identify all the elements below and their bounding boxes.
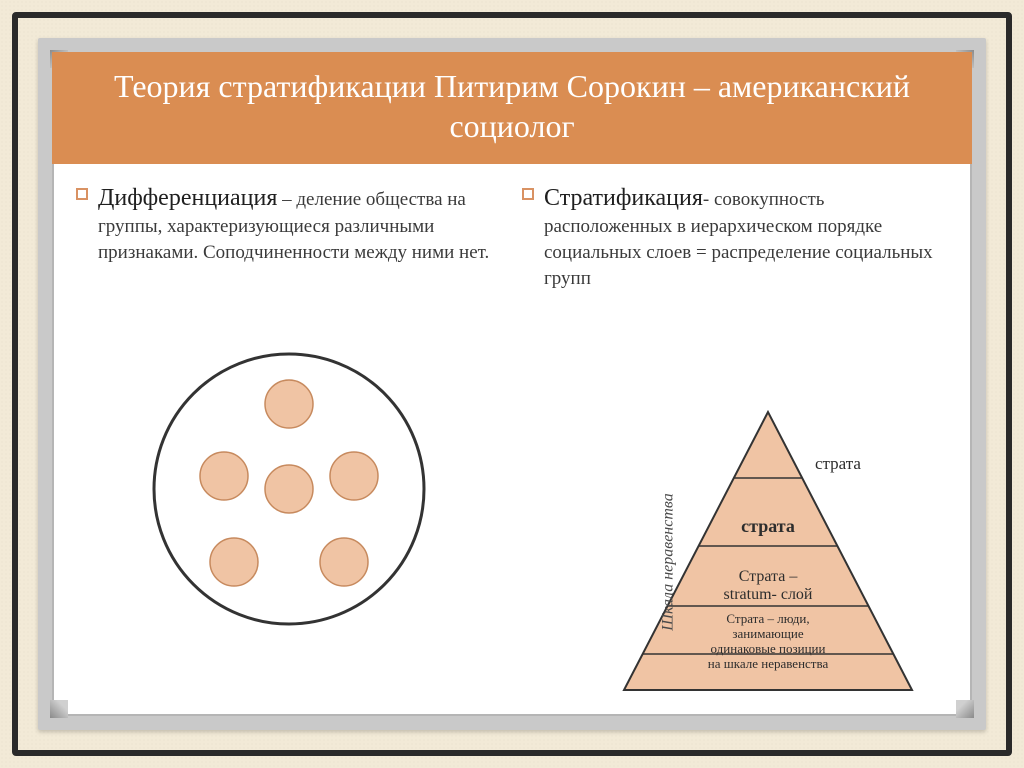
left-term: Дифференциация (98, 185, 277, 211)
page-background: Теория стратификации Питирим Сорокин – а… (0, 0, 1024, 768)
left-text: Дифференциация – деление общества на гру… (98, 182, 502, 266)
right-text: Стратификация- совокупность расположенны… (544, 182, 948, 291)
right-term: Стратификация (544, 185, 703, 211)
left-term-suffix: – (277, 189, 291, 210)
stratification-diagram: Шкала неравенства страта страта Страта –st… (522, 291, 948, 706)
slide: Теория стратификации Питирим Сорокин – а… (52, 52, 972, 716)
right-term-suffix: - (703, 189, 709, 210)
pyramid-layer-label: страта (778, 454, 898, 474)
pyramid-layer-label: страта (658, 516, 878, 537)
bullet-icon (522, 188, 534, 200)
bullet-icon (76, 188, 88, 200)
left-bullet: Дифференциация – деление общества на гру… (76, 182, 502, 266)
left-column: Дифференциация – деление общества на гру… (76, 182, 502, 706)
pyramid-layer-label: Страта – люди,занимающиеодинаковые позиц… (658, 612, 878, 672)
slide-content: Дифференциация – деление общества на гру… (52, 164, 972, 716)
pyramid-wrap: Шкала неравенства страта страта Страта –st… (618, 406, 948, 706)
differentiation-diagram (76, 266, 502, 706)
right-bullet: Стратификация- совокупность расположенны… (522, 182, 948, 291)
pyramid-layer-label: Страта –stratum- слой (658, 568, 878, 605)
slide-title: Теория стратификации Питирим Сорокин – а… (52, 52, 972, 164)
scale-label: Шкала неравенства (660, 493, 678, 630)
outer-frame: Теория стратификации Питирим Сорокин – а… (12, 12, 1012, 756)
circle-diagram-svg (144, 344, 434, 634)
whiteboard: Теория стратификации Питирим Сорокин – а… (38, 38, 986, 730)
right-column: Стратификация- совокупность расположенны… (522, 182, 948, 706)
